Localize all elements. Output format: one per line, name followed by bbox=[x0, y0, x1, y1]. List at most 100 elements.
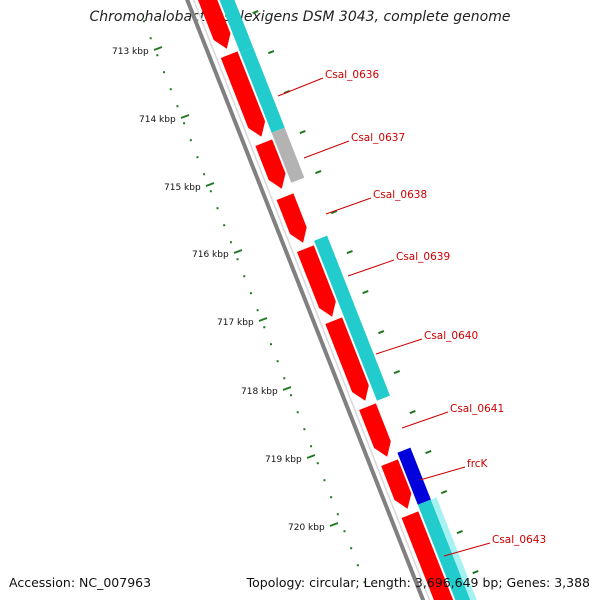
gene-label: frcK bbox=[467, 458, 489, 470]
orf-segment-6-edge bbox=[430, 497, 477, 600]
scale-tick-label: 716 kbp bbox=[192, 250, 229, 260]
cds-arrow-1 bbox=[197, 0, 231, 49]
gene-callout-line bbox=[325, 197, 372, 215]
orf-segment-4 bbox=[314, 235, 390, 401]
gene-callout-line bbox=[375, 338, 423, 355]
scale-major-tick bbox=[205, 182, 215, 187]
scale-tick-label: 720 kbp bbox=[288, 523, 325, 533]
cds-arrow-7 bbox=[359, 403, 391, 457]
gene-label: Csal_0643 bbox=[492, 534, 546, 546]
scale-tick-label: 718 kbp bbox=[241, 387, 278, 397]
genome-backbone-highlight bbox=[192, 0, 431, 600]
scale-tick-label: 719 kbp bbox=[265, 455, 302, 465]
outer-tick bbox=[456, 530, 463, 535]
scale-major-tick bbox=[233, 249, 243, 254]
scale-tick-label: 717 kbp bbox=[217, 318, 254, 328]
scale-major-tick bbox=[306, 454, 316, 459]
scale-major-tick bbox=[258, 317, 268, 322]
gene-callout-line bbox=[347, 259, 395, 277]
outer-tick bbox=[393, 370, 401, 375]
outer-tick bbox=[378, 330, 385, 335]
cds-arrow-9 bbox=[401, 511, 454, 600]
scale-dot bbox=[256, 309, 259, 312]
cds-arrow-5 bbox=[297, 245, 336, 317]
outer-tick bbox=[472, 570, 479, 575]
scale-dot bbox=[276, 360, 279, 363]
scale-dot bbox=[196, 156, 199, 159]
gene-callout-line bbox=[419, 466, 466, 481]
scale-dot bbox=[310, 445, 313, 448]
scale-dot bbox=[169, 88, 172, 91]
gene-label: Csal_0636 bbox=[325, 69, 379, 81]
orf-segment-6 bbox=[417, 499, 471, 600]
scale-dot bbox=[149, 37, 152, 40]
scale-dot bbox=[189, 139, 192, 142]
scale-tick-label: 713 kbp bbox=[112, 47, 149, 57]
outer-tick bbox=[299, 130, 306, 135]
scale-dot bbox=[209, 190, 212, 193]
scale-dot bbox=[363, 581, 366, 584]
gene-label: Csal_0641 bbox=[450, 403, 504, 415]
outer-tick bbox=[346, 250, 353, 255]
outer-tick bbox=[440, 490, 448, 495]
orf-segment-5 bbox=[397, 447, 431, 505]
scale-dot bbox=[223, 224, 226, 227]
scale-dot bbox=[203, 173, 206, 176]
outer-tick bbox=[362, 290, 369, 295]
scale-dot bbox=[336, 513, 339, 516]
scale-dot bbox=[263, 326, 266, 329]
cds-arrow-4 bbox=[276, 193, 307, 243]
outer-tick bbox=[409, 410, 416, 415]
scale-dot bbox=[249, 292, 252, 295]
outer-tick bbox=[315, 170, 322, 175]
scale-dot bbox=[316, 462, 319, 465]
cds-arrow-6 bbox=[325, 317, 369, 401]
gene-label: Csal_0637 bbox=[351, 132, 405, 144]
scale-dot bbox=[156, 54, 159, 57]
orf-segment-1 bbox=[219, 0, 254, 53]
scale-dot bbox=[296, 411, 299, 414]
scale-dot bbox=[343, 530, 346, 533]
scale-major-tick bbox=[180, 114, 190, 119]
gene-callout-line bbox=[277, 77, 324, 97]
cds-arrow-3 bbox=[255, 139, 286, 189]
outer-tick bbox=[330, 210, 338, 215]
cds-arrow-8 bbox=[381, 459, 412, 509]
gene-label: Csal_0638 bbox=[373, 189, 427, 201]
scale-dot bbox=[176, 105, 179, 108]
scale-dot bbox=[216, 207, 219, 210]
scale-major-tick bbox=[282, 386, 292, 391]
outer-tick bbox=[425, 450, 432, 455]
scale-dot bbox=[356, 564, 359, 567]
scale-dot bbox=[269, 343, 272, 346]
scale-dot bbox=[183, 122, 186, 125]
scale-dot bbox=[229, 241, 232, 244]
orf-segment-2 bbox=[240, 47, 285, 133]
orf-segment-3 bbox=[271, 127, 305, 183]
outer-tick bbox=[252, 10, 259, 15]
genome-backbone bbox=[185, 0, 426, 600]
scale-dot bbox=[283, 377, 286, 380]
scale-tick-label: 714 kbp bbox=[139, 115, 176, 125]
scale-tick-label: 715 kbp bbox=[164, 183, 201, 193]
genome-summary: Topology: circular; Length: 3,696,649 bp… bbox=[246, 575, 590, 590]
scale-dot bbox=[323, 479, 326, 482]
gene-callout-line bbox=[443, 542, 491, 557]
scale-dot bbox=[350, 547, 353, 550]
scale-dot bbox=[243, 275, 246, 278]
scale-dot bbox=[163, 71, 166, 74]
gene-callout-line bbox=[401, 411, 449, 429]
scale-dot bbox=[330, 496, 333, 499]
gene-label: Csal_0639 bbox=[396, 251, 450, 263]
scale-major-tick bbox=[153, 46, 163, 51]
cds-arrow-2 bbox=[220, 51, 266, 137]
scale-dot bbox=[236, 258, 239, 261]
scale-dot bbox=[290, 394, 293, 397]
scale-dot bbox=[303, 428, 306, 431]
scale-major-tick bbox=[329, 522, 339, 527]
scale-dot bbox=[143, 20, 146, 23]
gene-callout-line bbox=[303, 140, 350, 159]
accession-label: Accession: NC_007963 bbox=[9, 575, 152, 590]
